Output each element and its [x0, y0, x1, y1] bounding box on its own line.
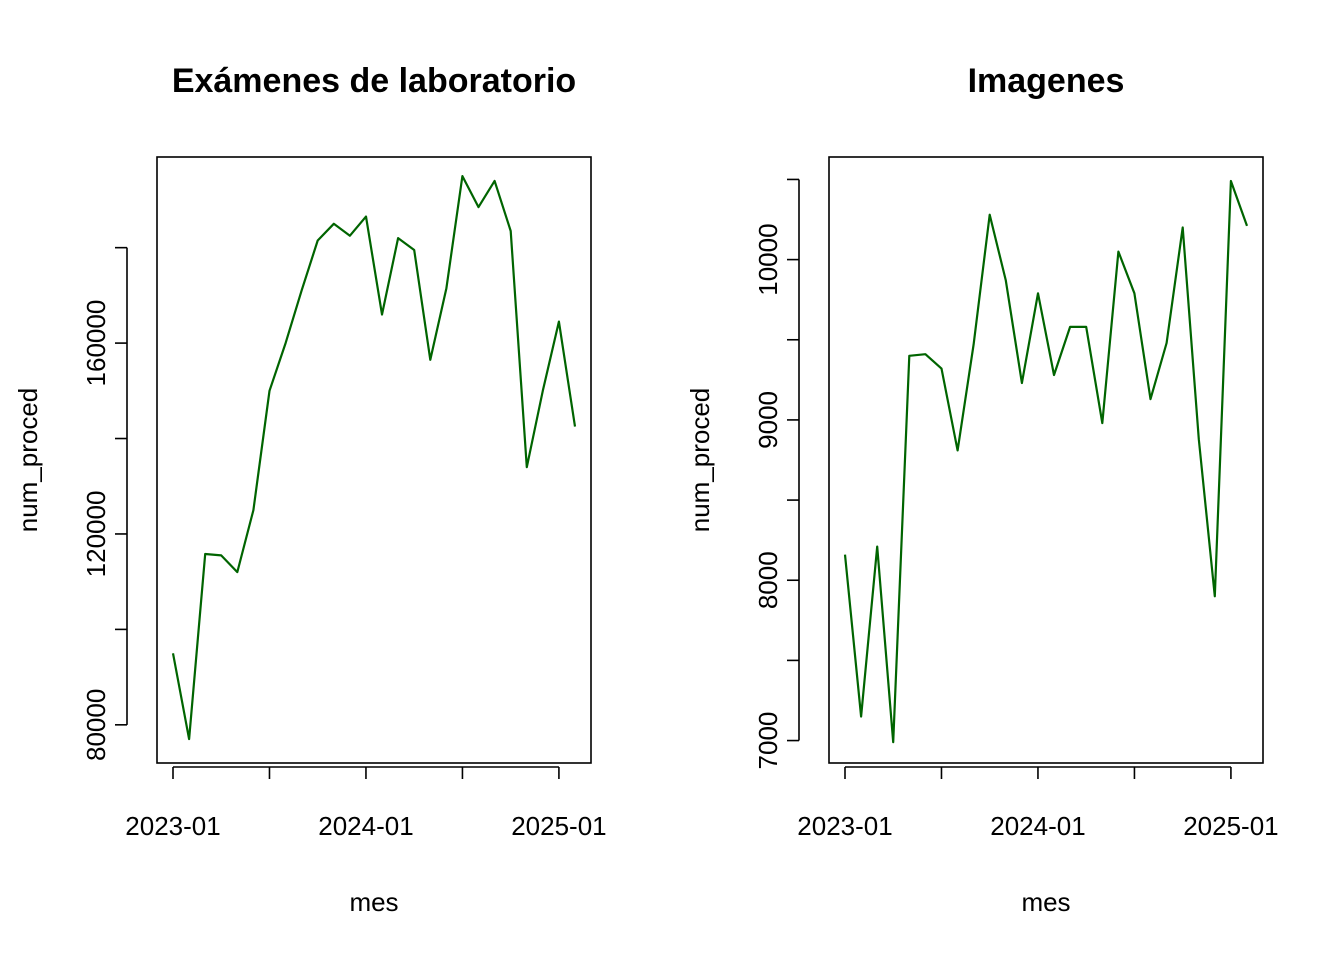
x-tick-label: 2025-01	[1183, 811, 1278, 841]
series-line	[843, 179, 1249, 744]
y-tick-label: 120000	[81, 491, 111, 578]
x-tick-label: 2025-01	[511, 811, 606, 841]
chart-title: Imagenes	[968, 62, 1125, 100]
chart-title: Exámenes de laboratorio	[172, 62, 576, 100]
chart-panel-laboratorio: Exámenes de laboratorio mes num_proced 8…	[13, 62, 607, 917]
chart-panel-imagenes: Imagenes mes num_proced 7000 8000 9000 1000…	[685, 62, 1279, 917]
y-tick-label: 8000	[753, 551, 783, 609]
y-tick-label: 80000	[81, 689, 111, 761]
x-tick-label: 2024-01	[990, 811, 1085, 841]
y-tick-label: 7000	[753, 712, 783, 770]
y-tick-label: 9000	[753, 391, 783, 449]
x-axis-label: mes	[1021, 887, 1070, 917]
y-tick-label: 10000	[753, 223, 783, 295]
y-tick-label: 160000	[81, 300, 111, 387]
x-axis-label: mes	[349, 887, 398, 917]
plot-frame	[828, 156, 1264, 764]
x-tick-label: 2024-01	[318, 811, 413, 841]
series-line	[171, 175, 577, 741]
y-axis-label: num_proced	[685, 388, 715, 533]
x-tick-label: 2023-01	[797, 811, 892, 841]
y-axis-label: num_proced	[13, 388, 43, 533]
x-tick-label: 2023-01	[125, 811, 220, 841]
plot-frame	[156, 156, 592, 764]
